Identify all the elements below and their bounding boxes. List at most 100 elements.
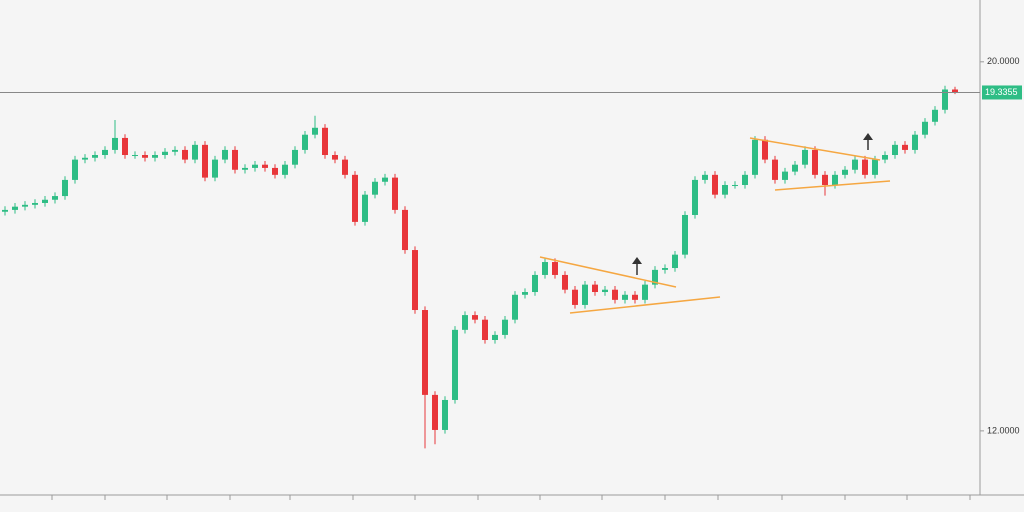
candle-body	[892, 144, 898, 156]
candle-body	[552, 262, 558, 275]
candle-body	[402, 209, 408, 251]
candle-body	[382, 177, 388, 182]
candle-body	[292, 149, 298, 165]
candle-body	[122, 137, 128, 156]
candle-body	[72, 159, 78, 180]
candle-body	[922, 121, 928, 135]
candle-body	[952, 89, 958, 93]
candle-body	[392, 177, 398, 210]
candle-body	[42, 199, 48, 203]
candle-body	[662, 268, 668, 270]
candle-body	[202, 144, 208, 178]
candle-body	[52, 196, 58, 200]
candle-body	[712, 174, 718, 195]
candle-body	[762, 139, 768, 160]
candle-body	[132, 155, 138, 157]
candle-body	[932, 109, 938, 122]
candle-body	[172, 149, 178, 152]
candle-body	[272, 167, 278, 175]
candle-body	[812, 149, 818, 175]
candle-body	[412, 250, 418, 311]
candle-body	[312, 127, 318, 135]
candle-body	[872, 159, 878, 175]
candle-body	[322, 127, 328, 156]
candle-body	[822, 174, 828, 185]
candle-body	[332, 155, 338, 160]
candle-body	[832, 174, 838, 185]
candle-body	[782, 171, 788, 180]
candle-body	[612, 289, 618, 300]
candle-body	[212, 159, 218, 178]
candle-body	[22, 204, 28, 207]
candle-body	[752, 139, 758, 175]
candle-body	[792, 164, 798, 172]
candle-body	[902, 144, 908, 150]
candle-body	[802, 149, 808, 165]
pattern-lines	[539, 137, 891, 314]
candle-body	[232, 149, 238, 170]
candle-body	[452, 329, 458, 400]
candle-body	[242, 167, 248, 170]
breakout-arrows	[632, 133, 873, 275]
candle-body	[532, 274, 538, 293]
candle-body	[92, 155, 98, 158]
candle-body	[12, 206, 18, 210]
candle-body	[492, 334, 498, 340]
candle-body	[742, 174, 748, 185]
candle-body	[502, 319, 508, 335]
candle-body	[692, 179, 698, 215]
candle-body	[432, 394, 438, 430]
candle-body	[472, 315, 478, 320]
candle-body	[722, 184, 728, 195]
candle-body	[582, 284, 588, 305]
candle-body	[592, 284, 598, 293]
candle-body	[142, 155, 148, 158]
candle-body	[882, 155, 888, 160]
candle-body	[62, 179, 68, 197]
candle-body	[372, 181, 378, 195]
candle-body	[732, 184, 738, 186]
candle-body	[642, 284, 648, 300]
y-tick-label: 12.0000	[987, 425, 1020, 435]
candle-body	[702, 174, 708, 180]
candle-body	[462, 315, 468, 330]
last-price-label: 19.3355	[985, 87, 1018, 97]
candles	[2, 85, 958, 449]
candle-body	[672, 254, 678, 269]
candle-body	[562, 274, 568, 290]
candle-body	[422, 310, 428, 395]
candle-body	[112, 137, 118, 150]
candle-body	[842, 169, 848, 175]
candle-body	[652, 269, 658, 285]
candle-body	[152, 155, 158, 158]
candle-body	[522, 292, 528, 295]
candle-body	[302, 134, 308, 150]
candle-body	[282, 164, 288, 175]
candle-body	[772, 159, 778, 180]
candle-body	[572, 289, 578, 305]
candle-body	[512, 294, 518, 320]
candle-body	[222, 149, 228, 160]
candle-body	[602, 289, 608, 293]
candle-body	[352, 174, 358, 222]
candle-body	[632, 294, 638, 300]
candle-body	[252, 164, 258, 168]
candle-body	[862, 159, 868, 175]
candle-body	[102, 149, 108, 156]
time-axis-ticks	[51, 495, 971, 500]
candle-body	[342, 159, 348, 175]
candle-body	[682, 214, 688, 255]
candle-body	[542, 262, 548, 275]
candle-body	[2, 209, 8, 212]
candle-body	[192, 144, 198, 160]
candle-body	[622, 294, 628, 300]
candle-body	[182, 149, 188, 160]
candle-body	[82, 157, 88, 160]
candle-body	[442, 399, 448, 430]
candle-body	[362, 194, 368, 222]
candle-body	[852, 159, 858, 170]
last-price-box	[982, 85, 1022, 100]
